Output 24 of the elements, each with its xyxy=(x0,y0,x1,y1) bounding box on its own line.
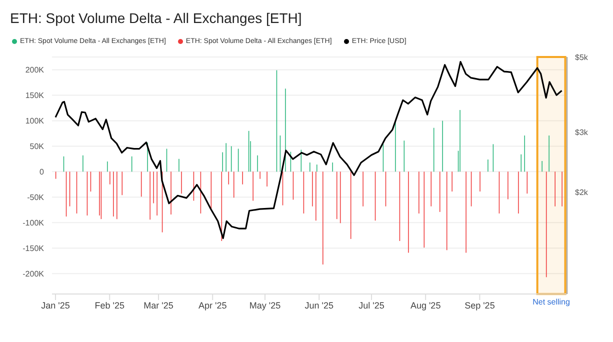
y2-tick-label: $2k xyxy=(575,188,589,197)
band-label: Net selling xyxy=(532,298,570,307)
chart-title: ETH: Spot Volume Delta - All Exchanges [ETH] xyxy=(9,9,303,28)
x-tick-label: Jul '25 xyxy=(358,300,384,310)
x-tick-label: Mar '25 xyxy=(144,300,174,310)
y-tick-label: -200K xyxy=(22,269,45,278)
y-tick-label: -100K xyxy=(22,218,45,228)
x-tick-label: Feb '25 xyxy=(94,300,124,310)
x-tick-label: Jan '25 xyxy=(41,300,70,310)
x-tick-label: Jun '25 xyxy=(304,300,334,310)
x-tick-label: Sep '25 xyxy=(464,300,495,310)
y2-tick-label: $5k xyxy=(575,52,589,62)
y-tick-label: 0 xyxy=(40,168,45,177)
line-series xyxy=(54,60,563,240)
y-tick-label: -50K xyxy=(27,193,45,202)
x-tick-label: Apr '25 xyxy=(198,300,227,310)
y-tick-label: -150K xyxy=(22,244,45,253)
y-tick-label: 50K xyxy=(30,142,45,152)
x-tick-label: Aug '25 xyxy=(410,300,441,310)
x-tick-label: May '25 xyxy=(249,300,281,310)
y-tick-label: 100K xyxy=(25,116,45,126)
y-tick-label: 200K xyxy=(25,66,45,75)
y2-tick-label: $3k xyxy=(575,128,589,138)
y-tick-label: 150K xyxy=(25,91,45,100)
